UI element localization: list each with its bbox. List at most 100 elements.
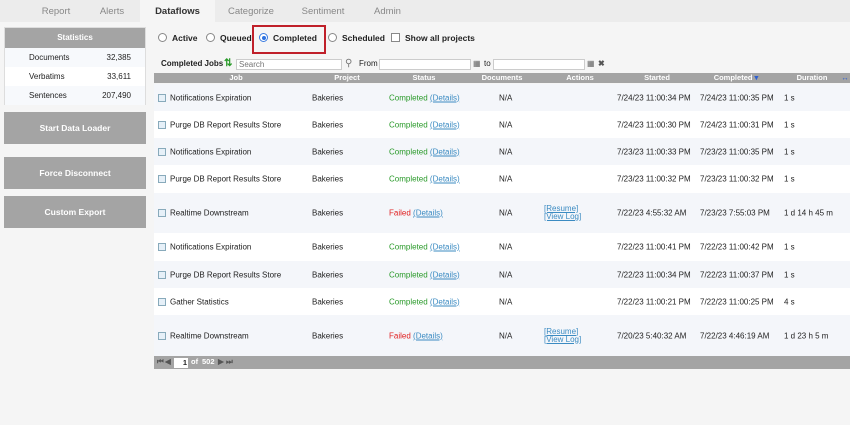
radio-completed[interactable]: Completed — [259, 32, 317, 45]
status-cell: Completed (Details) — [389, 120, 460, 129]
table-row: Purge DB Report Results Store Bakeries Com… — [154, 111, 850, 138]
tab-alerts[interactable]: Alerts — [99, 6, 125, 17]
col-started[interactable]: Started — [644, 73, 670, 82]
completed-cell: 7/22/23 11:00:37 PM — [700, 270, 774, 279]
to-date-input[interactable] — [493, 59, 585, 70]
view-log-link[interactable]: [View Log] — [544, 334, 582, 344]
stat-value: 32,385 — [106, 53, 131, 62]
col-actions[interactable]: Actions — [566, 73, 594, 82]
job-name: Notifications Expiration — [170, 93, 252, 102]
row-checkbox[interactable] — [158, 175, 166, 183]
tab-dataflows[interactable]: Dataflows — [140, 0, 215, 22]
tab-bar: Report Alerts Dataflows Categorize Senti… — [0, 0, 850, 22]
pagination-bar: ⏮ ◀ 1 of 502 ▶ ⏭ — [154, 356, 850, 369]
view-log-link[interactable]: [View Log] — [544, 212, 582, 221]
col-status[interactable]: Status — [412, 73, 436, 82]
tab-categorize[interactable]: Categorize — [228, 6, 274, 17]
force-disconnect-button[interactable]: Force Disconnect — [4, 157, 146, 189]
tab-report[interactable]: Report — [41, 6, 71, 17]
radio-active[interactable]: Active — [158, 32, 198, 45]
details-link[interactable]: (Details) — [429, 270, 460, 279]
table-row: Realtime Downstream Bakeries Failed (Detai… — [154, 315, 850, 356]
resume-link[interactable]: [Resume] — [544, 204, 579, 213]
row-checkbox[interactable] — [158, 120, 166, 129]
statistics-panel: Statistics Documents 32,385 Verbatims 33,6… — [4, 27, 146, 105]
clear-icon[interactable]: ✖ — [598, 59, 605, 68]
from-date-input[interactable] — [379, 59, 471, 70]
job-name: Realtime Downstream — [170, 208, 249, 218]
radio-selected-icon — [259, 33, 268, 42]
col-completed-label: Completed — [713, 73, 753, 82]
documents-cell: N/A — [499, 93, 513, 102]
col-project[interactable]: Project — [334, 73, 360, 82]
prev-page-icon[interactable]: ◀ — [165, 357, 171, 366]
row-checkbox[interactable] — [158, 297, 166, 306]
details-link[interactable]: (Details) — [429, 120, 460, 129]
completed-cell: 7/24/23 11:00:31 PM — [700, 120, 774, 129]
completed-cell: 7/22/23 11:00:42 PM — [700, 242, 774, 252]
duration-cell: 1 s — [784, 174, 795, 184]
details-link[interactable]: (Details) — [429, 93, 460, 102]
refresh-icon[interactable]: ⇅ — [224, 58, 233, 69]
search-input[interactable] — [236, 59, 342, 70]
status-text: Completed — [389, 270, 428, 279]
expand-columns-icon[interactable]: ↔ — [841, 73, 849, 82]
tab-sentiment[interactable]: Sentiment — [301, 6, 345, 17]
radio-queued[interactable]: Queued — [206, 32, 252, 45]
custom-export-button[interactable]: Custom Export — [4, 196, 146, 228]
calendar-icon[interactable]: ▦ — [587, 59, 595, 68]
start-data-loader-button[interactable]: Start Data Loader — [4, 112, 146, 144]
row-checkbox[interactable] — [158, 243, 166, 251]
job-name: Purge DB Report Results Store — [170, 270, 282, 279]
status-text: Failed — [389, 208, 411, 218]
details-link[interactable]: (Details) — [413, 331, 443, 340]
details-link[interactable]: (Details) — [429, 297, 460, 306]
search-icon[interactable]: ⚲ — [345, 58, 353, 69]
completed-cell: 7/23/23 11:00:32 PM — [700, 174, 774, 184]
row-checkbox[interactable] — [158, 147, 166, 156]
duration-cell: 1 d 14 h 45 m — [784, 208, 833, 218]
status-cell: Completed (Details) — [389, 175, 460, 184]
page-input[interactable]: 1 — [174, 358, 188, 368]
row-checkbox[interactable] — [158, 331, 166, 340]
duration-cell: 1 s — [784, 270, 795, 279]
row-checkbox[interactable] — [158, 209, 166, 217]
row-checkbox[interactable] — [158, 93, 166, 102]
details-link[interactable]: (Details) — [413, 208, 443, 218]
tab-admin[interactable]: Admin — [374, 6, 401, 17]
status-cell: Failed (Details) — [389, 331, 443, 340]
show-all-projects-checkbox[interactable]: Show all projects — [391, 32, 475, 45]
project-name: Bakeries — [312, 242, 344, 252]
resume-link[interactable]: [Resume] — [544, 326, 579, 336]
radio-scheduled[interactable]: Scheduled — [328, 32, 385, 45]
col-completed[interactable]: Completed ▾ — [714, 73, 759, 83]
first-page-icon[interactable]: ⏮ — [157, 357, 164, 366]
duration-cell: 4 s — [784, 297, 795, 306]
row-checkbox[interactable] — [158, 270, 166, 279]
duration-cell: 1 s — [784, 147, 795, 156]
last-page-icon[interactable]: ⏭ — [226, 357, 233, 366]
next-page-icon[interactable]: ▶ — [218, 357, 224, 366]
details-link[interactable]: (Details) — [429, 174, 460, 184]
documents-cell: N/A — [499, 242, 513, 252]
jobs-table-body: Notifications Expiration Bakeries Complete… — [154, 84, 850, 356]
table-row: Notifications Expiration Bakeries Complete… — [154, 138, 850, 165]
project-name: Bakeries — [312, 174, 344, 184]
started-cell: 7/24/23 11:00:34 PM — [617, 93, 691, 102]
details-link[interactable]: (Details) — [429, 242, 460, 252]
details-link[interactable]: (Details) — [429, 147, 460, 156]
col-documents[interactable]: Documents — [481, 73, 523, 82]
col-job[interactable]: Job — [229, 73, 243, 82]
radio-icon — [206, 33, 215, 42]
page-total: 502 — [202, 357, 215, 366]
status-text: Completed — [389, 147, 428, 156]
completed-cell: 7/24/23 11:00:35 PM — [700, 93, 774, 102]
highlight-box — [252, 25, 326, 54]
project-name: Bakeries — [312, 297, 344, 306]
job-name: Purge DB Report Results Store — [170, 120, 282, 129]
checkbox-label: Show all projects — [405, 33, 475, 43]
col-duration[interactable]: Duration — [796, 73, 828, 82]
duration-cell: 1 d 23 h 5 m — [784, 331, 829, 340]
calendar-icon[interactable]: ▦ — [473, 59, 481, 68]
radio-icon — [328, 33, 337, 42]
